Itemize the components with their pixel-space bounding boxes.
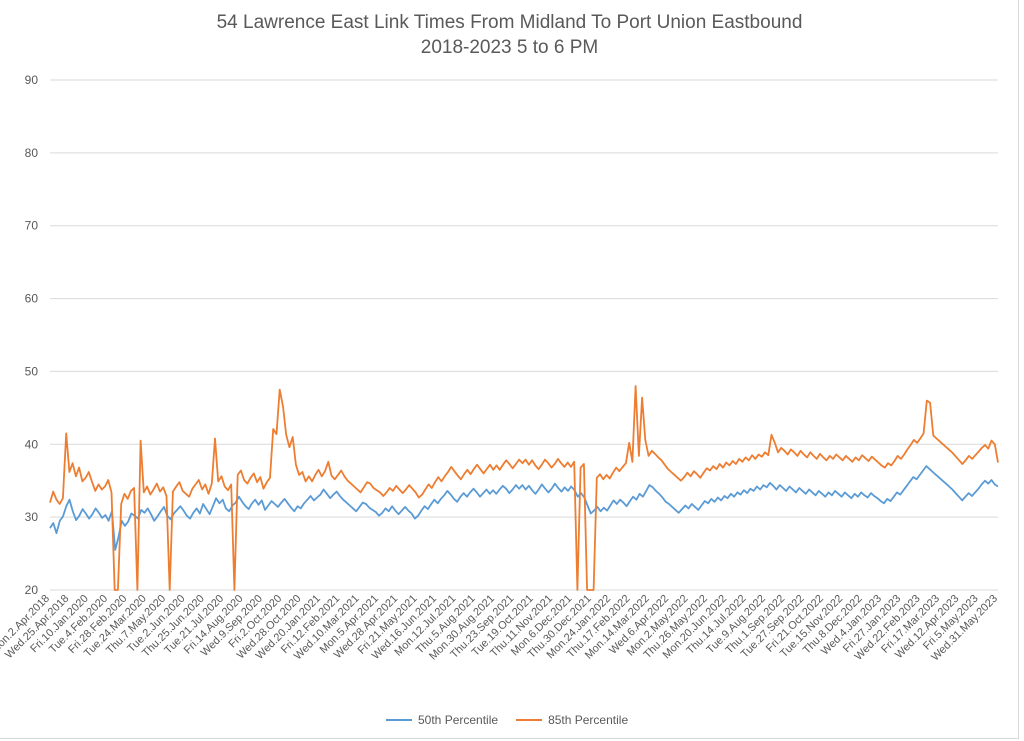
legend-swatch-85th <box>516 719 543 721</box>
legend-label-50th: 50th Percentile <box>418 713 499 727</box>
legend: 50th Percentile 85th Percentile <box>386 712 646 728</box>
legend-item-85th: 85th Percentile <box>516 713 628 727</box>
line-chart: 20 30 40 50 60 70 80 90 Mon.2.Apr.2018Wed.25.Ap… <box>0 73 1000 664</box>
y-tick-label: 50 <box>25 364 39 378</box>
y-tick-label: 90 <box>25 73 39 87</box>
gridlines <box>50 79 998 591</box>
y-tick-label: 30 <box>25 510 39 524</box>
series-lines <box>49 385 999 591</box>
x-axis-ticks: Mon.2.Apr.2018Wed.25.Apr.2018Fri.10.Jan.… <box>0 593 1000 664</box>
y-tick-label: 40 <box>25 437 39 451</box>
y-tick-label: 80 <box>25 146 39 160</box>
chart-title: 54 Lawrence East Link Times From Midland… <box>216 12 803 33</box>
legend-item-50th: 50th Percentile <box>386 713 498 727</box>
legend-swatch-50th <box>386 719 412 721</box>
y-tick-label: 60 <box>25 292 39 306</box>
y-tick-label: 20 <box>25 583 39 597</box>
series-line-50th-percentile <box>49 465 999 551</box>
chart-subtitle: 2018-2023 5 to 6 PM <box>420 37 599 58</box>
y-axis-ticks: 20 30 40 50 60 70 80 90 <box>25 73 39 597</box>
y-tick-label: 70 <box>25 219 39 233</box>
legend-label-85th: 85th Percentile <box>548 713 629 727</box>
series-line-85th-percentile <box>49 385 999 591</box>
